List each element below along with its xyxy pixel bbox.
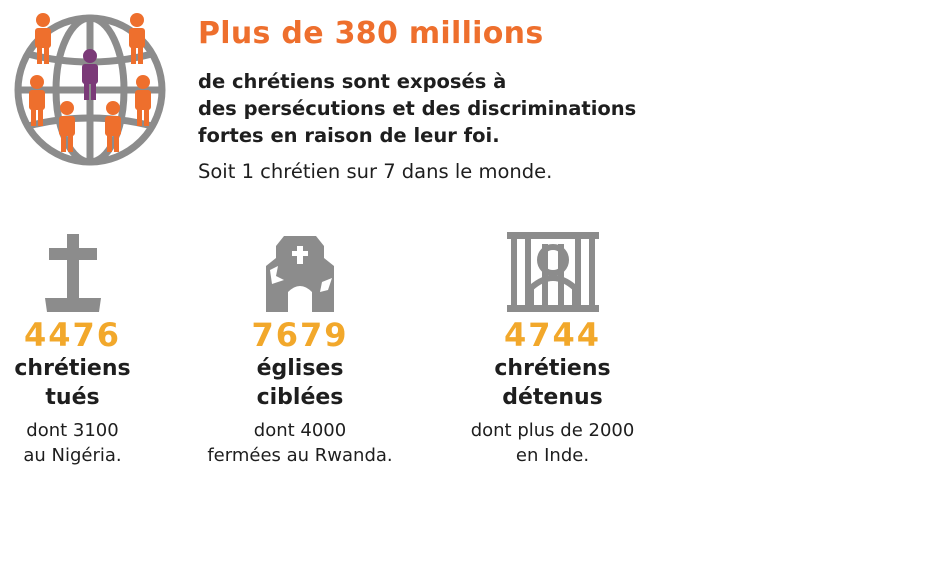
stat-detail: dont 3100 (26, 420, 119, 441)
damaged-church-icon (266, 236, 334, 312)
prison-bars-icon (506, 232, 599, 312)
stat-detail: en Inde. (515, 445, 590, 466)
stat-value: 7679 (251, 316, 349, 354)
stat-label: chrétiens (14, 356, 131, 381)
lead-line: des persécutions et des discriminations (198, 97, 637, 120)
subtext: Soit 1 chrétien sur 7 dans le monde. (198, 160, 553, 183)
stat-label: chrétiens (494, 356, 611, 381)
stat-detail: dont 4000 (253, 420, 347, 441)
tombstone-cross-icon (44, 234, 101, 312)
headline: Plus de 380 millions (198, 16, 544, 51)
stat-value: 4476 (23, 316, 122, 354)
stat-detail: au Nigéria. (23, 445, 122, 466)
stat-detail: dont plus de 2000 (470, 420, 635, 441)
stat-killed: 4476 chrétiens tués dont 3100 au Nigéria… (0, 232, 145, 468)
lead-line: fortes en raison de leur foi. (198, 124, 500, 147)
stat-churches: 7679 églises ciblées dont 4000 fermées a… (190, 232, 410, 468)
stat-value: 4744 (503, 316, 602, 354)
stat-label: églises (256, 356, 344, 381)
stat-label: détenus (502, 385, 603, 410)
globe-people-icon (14, 13, 166, 166)
stat-label: ciblées (256, 385, 344, 410)
lead-text: de chrétiens sont exposés à des persécut… (198, 68, 636, 149)
stat-detail: fermées au Rwanda. (207, 445, 393, 466)
stat-detained: 4744 chrétiens détenus dont plus de 2000… (455, 232, 650, 468)
stat-label: tués (45, 385, 100, 410)
lead-line: de chrétiens sont exposés à (198, 70, 507, 93)
